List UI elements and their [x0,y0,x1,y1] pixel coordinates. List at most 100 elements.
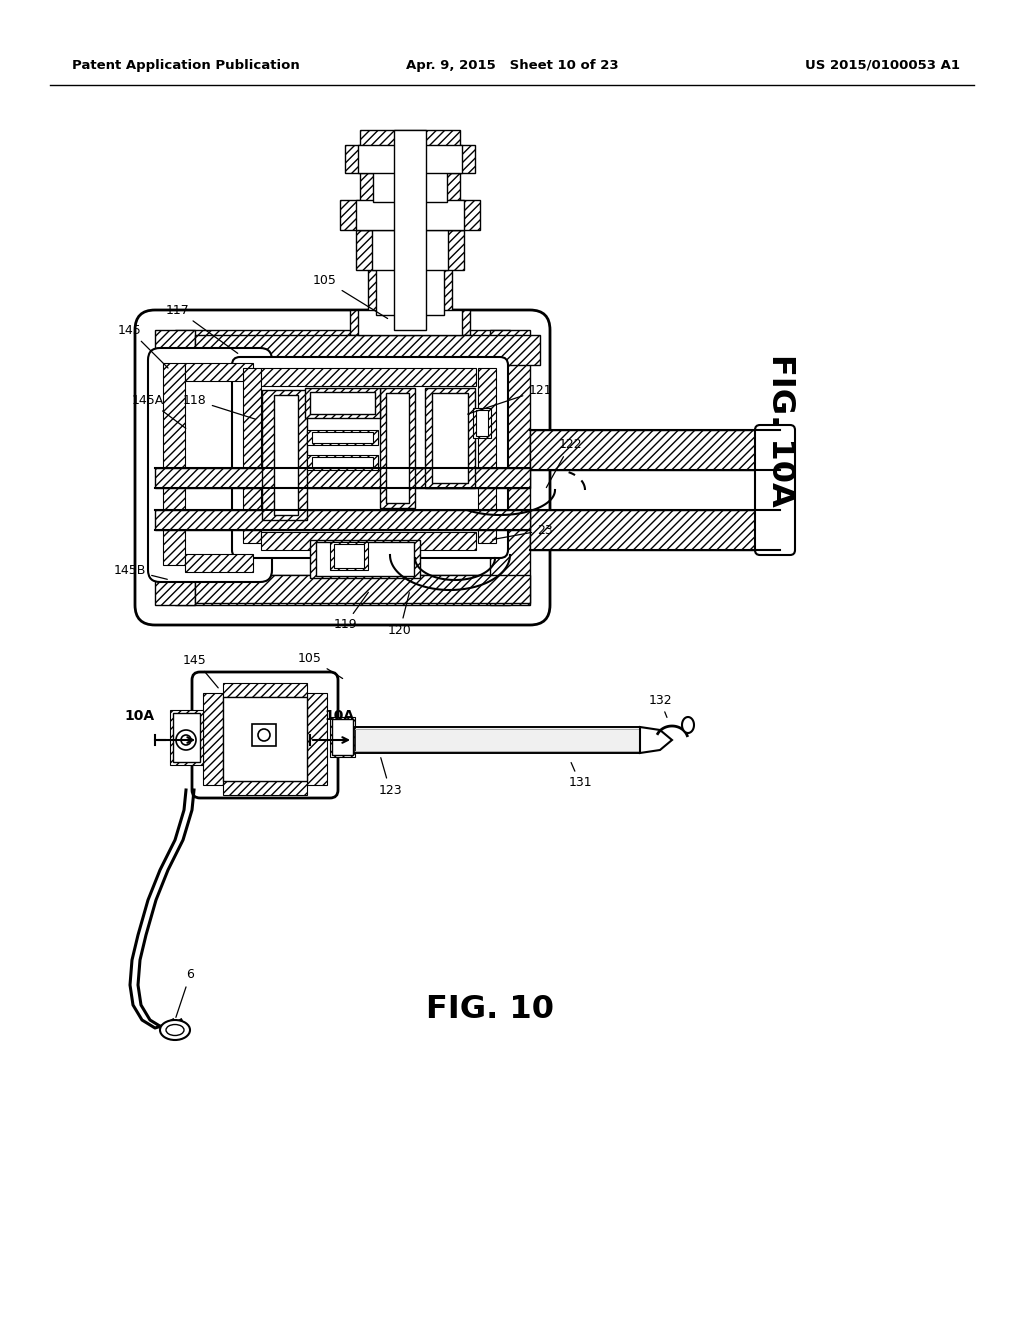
Bar [380,388,415,508]
Bar [307,430,378,445]
Bar [185,554,253,572]
Bar [195,576,530,603]
Bar [203,693,223,785]
FancyBboxPatch shape [232,356,508,558]
Bar [476,411,488,436]
Bar [356,201,464,230]
Bar [155,469,530,488]
Bar [530,430,780,470]
Bar [345,145,475,173]
Bar [261,368,476,385]
Bar [425,388,475,488]
Bar [490,330,530,605]
Text: FIG. 10: FIG. 10 [426,994,554,1026]
Bar [373,170,447,202]
Bar [170,710,203,766]
Bar [350,310,470,335]
Bar [155,510,530,531]
Bar [307,693,327,785]
Text: 123: 123 [378,758,401,796]
Bar [312,432,373,444]
Bar [262,389,307,520]
Bar [307,455,378,470]
Bar [360,170,460,202]
Text: 145: 145 [183,653,218,688]
Text: 10A: 10A [325,709,355,723]
Bar [332,719,353,755]
Bar [372,230,449,271]
FancyBboxPatch shape [755,425,795,554]
Bar [356,230,464,271]
Bar [394,129,426,330]
Bar [358,310,462,335]
Text: 121: 121 [468,384,552,414]
Ellipse shape [160,1020,190,1040]
Bar [340,201,480,230]
Bar [530,510,780,550]
Circle shape [181,735,191,744]
Text: 132: 132 [648,693,672,717]
Text: US 2015/0100053 A1: US 2015/0100053 A1 [805,58,961,71]
Text: 122: 122 [547,438,582,487]
Text: 105: 105 [298,652,343,678]
Bar [368,265,452,315]
Text: 6: 6 [176,969,194,1018]
Bar [163,363,185,565]
Bar [330,543,368,570]
Bar [243,368,261,543]
Bar [330,717,355,756]
Bar [175,330,510,360]
Text: 131: 131 [568,763,592,789]
Text: FIG. 10A: FIG. 10A [765,354,796,507]
Text: 105: 105 [313,273,388,318]
Bar [195,335,540,366]
Text: 117: 117 [166,304,238,354]
Bar [473,408,490,438]
Text: Patent Application Publication: Patent Application Publication [72,58,300,71]
Bar [195,335,540,366]
Bar [316,543,414,576]
Text: 145B: 145B [114,564,167,579]
Bar [155,330,195,605]
Bar [360,129,460,148]
Text: 145A: 145A [132,393,185,428]
Bar [274,395,298,515]
Bar [155,510,530,531]
Bar [432,393,468,483]
Bar [185,363,253,381]
Bar [305,388,380,418]
Text: 118: 118 [183,393,255,420]
Bar [223,781,307,795]
Bar [530,510,780,550]
FancyBboxPatch shape [148,348,272,582]
Bar [252,723,276,746]
Bar [173,713,200,762]
FancyBboxPatch shape [135,310,550,624]
Bar [334,544,364,568]
Bar [376,265,444,315]
Text: 120: 120 [388,593,412,636]
Bar [310,540,420,578]
Polygon shape [640,727,672,752]
Text: Apr. 9, 2015   Sheet 10 of 23: Apr. 9, 2015 Sheet 10 of 23 [406,58,618,71]
Bar [478,368,496,543]
Ellipse shape [166,1024,184,1035]
Bar [358,145,462,173]
Bar [355,727,640,752]
Circle shape [258,729,270,741]
Bar [195,576,530,603]
Bar [530,430,780,470]
Bar [312,457,373,469]
FancyBboxPatch shape [193,672,338,799]
Bar [386,393,409,503]
Bar [223,697,307,781]
Text: 10A: 10A [125,709,155,723]
Bar [175,576,510,605]
Text: 119: 119 [333,593,369,631]
Text: 23: 23 [493,524,553,540]
Bar [155,469,530,488]
Circle shape [176,730,196,750]
Text: 145: 145 [118,323,168,368]
Bar [261,532,476,550]
Bar [310,392,375,414]
